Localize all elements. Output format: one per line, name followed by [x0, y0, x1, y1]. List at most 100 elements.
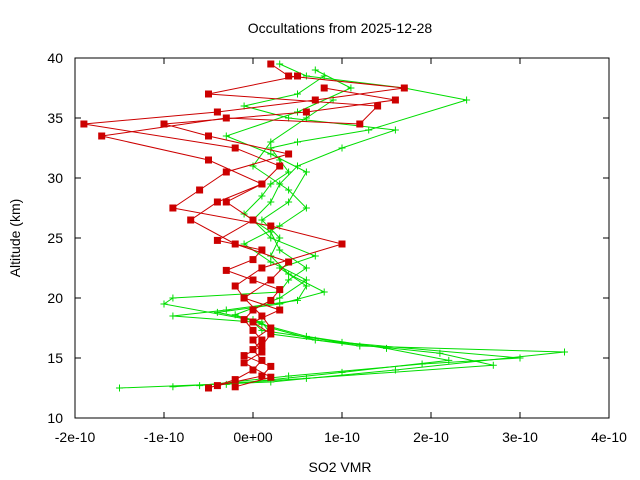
data-point — [169, 294, 177, 302]
data-point — [249, 216, 257, 224]
x-tick-label: 3e-10 — [502, 429, 538, 445]
series-line — [226, 99, 449, 385]
data-point — [240, 359, 248, 367]
data-point — [249, 366, 257, 374]
data-point — [267, 234, 275, 242]
data-point — [267, 222, 275, 230]
series-line — [119, 63, 565, 389]
data-point — [294, 108, 301, 116]
data-point — [338, 144, 346, 152]
x-tick-label: 0e+00 — [233, 429, 273, 445]
data-point — [249, 326, 257, 334]
series-line — [172, 75, 521, 387]
y-tick-label: 10 — [47, 410, 63, 426]
data-point — [258, 216, 266, 224]
data-point — [249, 256, 257, 264]
data-point — [276, 234, 284, 242]
y-tick-label: 20 — [47, 290, 63, 306]
y-tick-label: 40 — [47, 50, 63, 66]
data-point — [222, 306, 230, 314]
data-point — [222, 132, 230, 140]
data-point — [320, 84, 328, 92]
data-point — [338, 368, 346, 376]
plot-frame — [74, 57, 610, 419]
x-tick-label: 2e-10 — [413, 429, 449, 445]
data-point — [463, 96, 471, 104]
data-point — [276, 300, 284, 308]
data-point — [391, 96, 399, 104]
data-point — [285, 276, 293, 284]
data-point — [205, 384, 212, 392]
data-point — [213, 308, 221, 316]
data-point — [98, 132, 106, 140]
data-point — [267, 198, 275, 206]
data-point — [276, 60, 284, 68]
data-point — [213, 198, 221, 206]
y-tick-label: 35 — [47, 110, 63, 126]
data-point — [391, 126, 399, 134]
data-point — [80, 120, 88, 128]
data-point — [205, 90, 212, 98]
y-tick-label: 25 — [47, 230, 63, 246]
data-point — [285, 270, 293, 278]
data-point — [294, 72, 301, 80]
data-point — [276, 306, 284, 314]
data-point — [231, 383, 239, 391]
data-point — [240, 352, 248, 360]
data-point — [258, 356, 266, 364]
data-point — [196, 186, 204, 194]
y-tick-label: 15 — [47, 350, 63, 366]
data-point — [302, 276, 310, 284]
data-point — [258, 264, 266, 272]
data-point — [231, 311, 239, 319]
data-point — [302, 332, 310, 340]
y-axis-label: Altitude (km) — [7, 199, 23, 278]
data-point — [285, 258, 293, 266]
data-point — [222, 266, 230, 274]
data-point — [285, 150, 293, 158]
x-tick-label: 4e-10 — [591, 429, 627, 445]
data-point — [258, 348, 266, 356]
data-point — [302, 204, 310, 212]
data-point — [267, 180, 275, 188]
data-point — [311, 66, 319, 74]
x-tick-label: 1e-10 — [324, 429, 360, 445]
x-tick-label: -2e-10 — [55, 429, 96, 445]
data-point — [267, 324, 275, 332]
data-point — [258, 246, 266, 254]
chart-title: Occultations from 2025-12-28 — [248, 20, 433, 36]
data-point — [311, 252, 319, 260]
data-point — [383, 344, 390, 352]
x-axis-label: SO2 VMR — [308, 459, 371, 475]
data-point — [160, 300, 168, 308]
data-point — [267, 296, 275, 304]
data-point — [285, 72, 293, 80]
data-point — [267, 330, 275, 338]
data-point — [436, 349, 444, 357]
series-line — [172, 69, 494, 388]
data-point — [276, 246, 284, 254]
data-point — [276, 162, 284, 170]
data-series — [116, 60, 568, 392]
data-point — [249, 318, 257, 326]
data-point — [302, 282, 310, 290]
data-point — [258, 342, 266, 350]
data-point — [258, 312, 266, 320]
data-point — [249, 306, 257, 314]
data-point — [116, 384, 123, 392]
data-point — [302, 168, 310, 176]
data-point — [302, 108, 310, 116]
data-point — [445, 356, 453, 364]
data-point — [187, 216, 195, 224]
data-point — [267, 138, 275, 146]
y-tick-label: 30 — [47, 170, 63, 186]
series-line — [83, 63, 405, 389]
data-point — [249, 276, 257, 284]
data-point — [258, 180, 266, 188]
data-point — [213, 236, 221, 244]
data-point — [267, 373, 275, 381]
data-point — [222, 114, 230, 122]
data-point — [258, 192, 266, 200]
data-point — [240, 316, 248, 324]
